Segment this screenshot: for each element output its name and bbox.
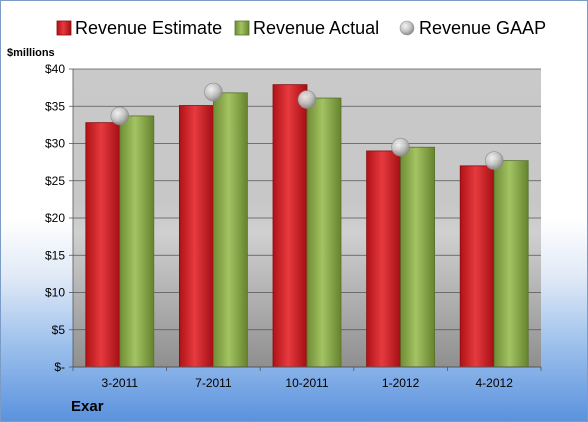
y-tick-label: $10: [45, 286, 65, 300]
legend-item-estimate: Revenue Estimate: [56, 18, 222, 38]
bar-revenue-actual: [400, 146, 436, 368]
y-tick-label: $20: [45, 211, 65, 225]
y-tick-label: $25: [45, 174, 65, 188]
bar-revenue-actual: [306, 97, 342, 368]
legend-marker-gaap: [399, 20, 415, 36]
legend-swatch-actual: [234, 20, 250, 36]
legend-label-actual: Revenue Actual: [253, 18, 379, 38]
x-tick-label: 3-2011: [102, 376, 139, 390]
bar-revenue-estimate: [272, 84, 308, 368]
legend-swatch-estimate: [56, 20, 72, 36]
x-tick-label: 10-2011: [285, 376, 328, 390]
bar-revenue-estimate: [459, 165, 495, 368]
bar-revenue-actual: [493, 160, 529, 368]
y-tick-label: $15: [45, 248, 65, 262]
y-tick-label: $40: [45, 62, 65, 76]
gaap-markers: [110, 82, 504, 170]
y-tick-label: $35: [45, 99, 65, 113]
bar-revenue-actual: [119, 115, 155, 368]
bars: [85, 84, 529, 368]
marker-revenue-gaap: [297, 90, 317, 109]
company-name: Exar: [71, 398, 104, 415]
bar-revenue-estimate: [178, 105, 214, 368]
legend: Revenue Estimate Revenue Actual Revenue …: [56, 18, 546, 38]
y-tick-label: $5: [52, 323, 66, 337]
marker-revenue-gaap: [484, 151, 504, 170]
x-tick-label: 4-2012: [476, 376, 514, 390]
units-label: $millions: [7, 47, 55, 59]
bar-revenue-estimate: [85, 122, 121, 368]
y-tick-label: $-: [54, 360, 65, 374]
legend-label-estimate: Revenue Estimate: [75, 18, 222, 38]
marker-revenue-gaap: [110, 106, 130, 126]
x-tick-label: 7-2011: [195, 376, 232, 390]
bar-revenue-estimate: [366, 150, 402, 368]
bar-revenue-actual: [212, 92, 248, 368]
marker-revenue-gaap: [391, 137, 410, 157]
legend-item-gaap: Revenue GAAP: [399, 18, 546, 38]
legend-label-gaap: Revenue GAAP: [419, 18, 546, 38]
x-tick-label: 1-2012: [382, 376, 420, 390]
axes: $- $5 $10 $15 $20 $25 $30 $35 $40 3-2011 7-2011 10-…: [45, 62, 542, 390]
marker-revenue-gaap: [204, 82, 223, 102]
y-tick-label: $30: [45, 137, 65, 151]
legend-item-actual: Revenue Actual: [234, 18, 379, 38]
